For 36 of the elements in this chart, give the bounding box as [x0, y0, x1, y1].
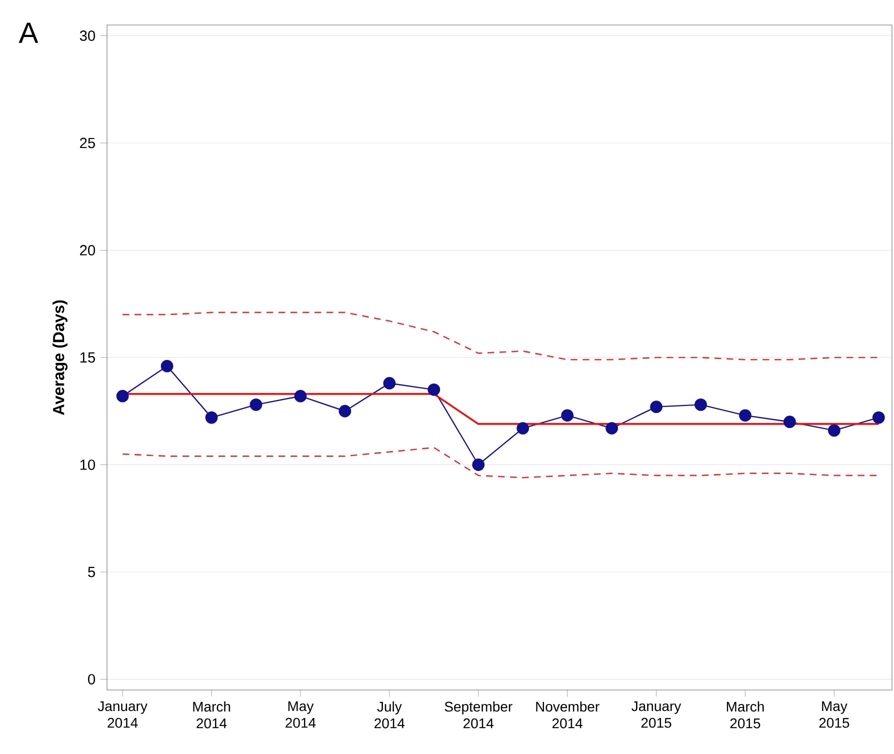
- point: [160, 360, 174, 372]
- y-tick-label: 25: [80, 138, 95, 148]
- y-tick-label: 10: [80, 460, 96, 470]
- x-tick-label: May 2014: [286, 701, 316, 728]
- text: A: [18, 22, 38, 43]
- point: [294, 390, 307, 402]
- x-tick-label: May 2015: [819, 701, 850, 728]
- y-tick-label: 30: [80, 30, 96, 41]
- point: [872, 411, 885, 424]
- x-tick-label: January 2015: [632, 701, 682, 728]
- y-tick-label: 15: [80, 352, 95, 363]
- point: [472, 458, 485, 471]
- point: [739, 409, 752, 422]
- x-tick-label: November 2014: [536, 701, 600, 728]
- y-tick-label: 5: [88, 566, 95, 578]
- point: [694, 398, 707, 411]
- y-tick-label: 0: [88, 674, 96, 684]
- point: [650, 400, 662, 414]
- point: [828, 424, 840, 437]
- x-tick-label: January 2014: [98, 701, 148, 728]
- point: [250, 398, 262, 411]
- x-tick-label: March 2014: [193, 701, 230, 728]
- x-tick-label: March 2015: [726, 701, 764, 728]
- point: [784, 416, 796, 428]
- point: [383, 377, 396, 390]
- x-tick-label: September 2014: [444, 701, 512, 728]
- y-axis-title: Average (Days): [52, 300, 68, 416]
- point: [428, 383, 440, 396]
- point: [338, 404, 352, 418]
- point: [561, 409, 574, 422]
- point: [205, 411, 218, 424]
- x-tick-label: July 2014: [374, 701, 405, 728]
- y-tick-label: 20: [80, 245, 96, 256]
- point: [516, 422, 530, 434]
- point: [606, 422, 618, 434]
- point: [116, 390, 129, 402]
